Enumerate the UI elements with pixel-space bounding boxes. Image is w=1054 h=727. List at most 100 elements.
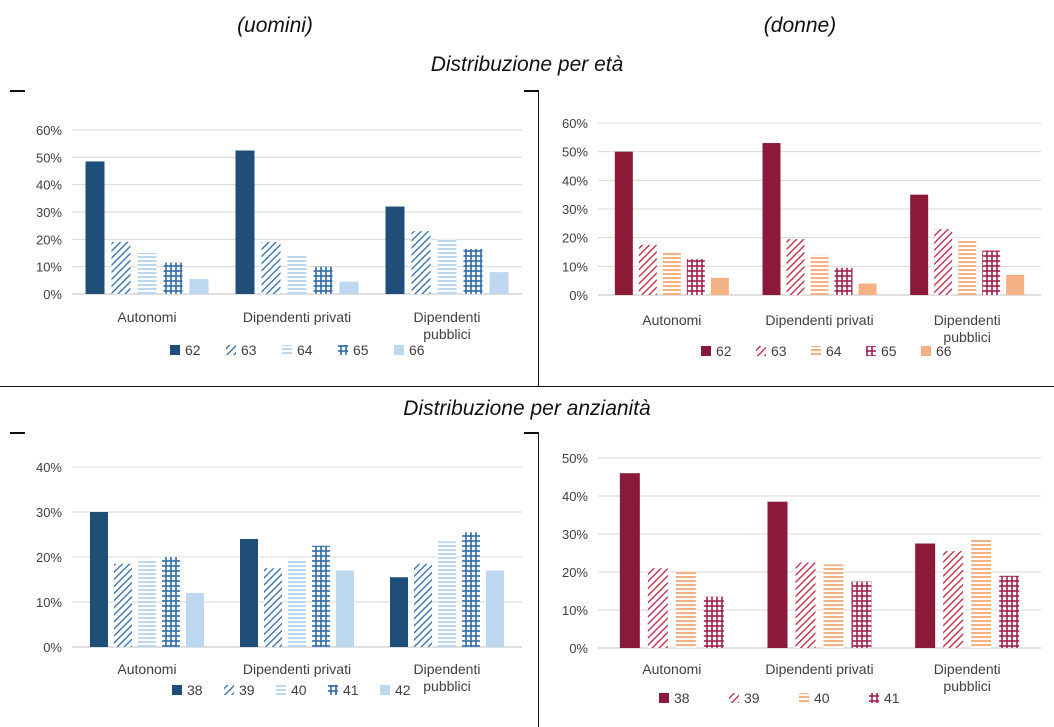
legend-label: 38 bbox=[187, 682, 203, 698]
legend-swatch bbox=[701, 346, 711, 356]
legend-swatch bbox=[756, 346, 766, 356]
y-tick-label: 0% bbox=[43, 287, 62, 302]
legend-swatch bbox=[869, 693, 879, 703]
bar-dipendenti-privati-63 bbox=[786, 239, 805, 295]
y-tick-label: 50% bbox=[562, 451, 588, 466]
seniority-section-title: Distribuzione per anzianità bbox=[403, 397, 651, 420]
legend-label: 40 bbox=[291, 682, 307, 698]
bar-dipendenti-pubblici-42 bbox=[486, 570, 504, 647]
bar-dipendenti-privati-66 bbox=[858, 283, 877, 295]
bar-dipendenti-pubblici-41 bbox=[462, 532, 480, 647]
bar-autonomi-39 bbox=[647, 568, 668, 648]
x-category-label: pubblici bbox=[943, 678, 990, 694]
legend-label: 65 bbox=[881, 343, 897, 359]
bar-autonomi-41 bbox=[162, 557, 180, 647]
bar-autonomi-64 bbox=[662, 252, 681, 295]
y-tick-label: 30% bbox=[562, 202, 588, 217]
bar-autonomi-64 bbox=[137, 253, 157, 294]
legend-label: 39 bbox=[744, 690, 760, 706]
bar-dipendenti-pubblici-66 bbox=[1006, 274, 1025, 295]
x-category-label: Autonomi bbox=[642, 312, 701, 328]
bar-dipendenti-pubblici-63 bbox=[934, 229, 953, 295]
legend-swatch bbox=[282, 345, 292, 355]
legend-label: 62 bbox=[716, 343, 732, 359]
bar-dipendenti-privati-42 bbox=[336, 570, 354, 647]
legend-label: 66 bbox=[936, 343, 952, 359]
legend-swatch bbox=[226, 345, 236, 355]
legend-label: 66 bbox=[409, 342, 425, 358]
chart-age-men: 0% 10% 20% 30% 40% 50% 60% Autonomi Dipendenti p… bbox=[36, 123, 522, 358]
bar-dipendenti-privati-64 bbox=[810, 254, 829, 295]
bar-dipendenti-pubblici-41 bbox=[999, 575, 1020, 648]
y-tick-label: 40% bbox=[562, 173, 588, 188]
chart-age-women: 0% 10% 20% 30% 40% 50% 60% Autonomi Dipendenti p… bbox=[562, 116, 1041, 359]
bar-autonomi-65 bbox=[163, 262, 183, 294]
x-category-label: pubblici bbox=[943, 329, 990, 345]
legend-swatch bbox=[380, 685, 390, 695]
bar-autonomi-63 bbox=[638, 244, 657, 295]
legend-swatch bbox=[866, 346, 876, 356]
y-tick-label: 30% bbox=[36, 205, 62, 220]
men-column-header: (uomini) bbox=[237, 14, 313, 37]
bar-dipendenti-privati-41 bbox=[851, 581, 872, 648]
y-tick-label: 20% bbox=[562, 565, 588, 580]
bar-dipendenti-privati-39 bbox=[795, 562, 816, 648]
bar-autonomi-41 bbox=[703, 596, 724, 648]
legend-label: 62 bbox=[185, 342, 201, 358]
bar-dipendenti-privati-38 bbox=[767, 501, 788, 648]
legend-label: 64 bbox=[826, 343, 842, 359]
women-column-header: (donne) bbox=[763, 14, 837, 37]
bar-autonomi-40 bbox=[138, 559, 156, 647]
y-tick-label: 40% bbox=[562, 489, 588, 504]
x-category-label: Dipendenti bbox=[414, 661, 481, 677]
x-category-label: Dipendenti bbox=[934, 312, 1001, 328]
y-tick-label: 50% bbox=[36, 150, 62, 165]
y-tick-label: 0% bbox=[569, 288, 588, 303]
legend-label: 40 bbox=[814, 690, 830, 706]
bar-dipendenti-pubblici-38 bbox=[915, 543, 936, 648]
legend-swatch bbox=[328, 685, 338, 695]
divider-vertical-bottom bbox=[538, 432, 539, 727]
bar-autonomi-66 bbox=[189, 278, 209, 294]
bar-autonomi-39 bbox=[114, 563, 132, 647]
bar-dipendenti-privati-39 bbox=[264, 568, 282, 647]
bar-dipendenti-pubblici-40 bbox=[971, 539, 992, 648]
bar-dipendenti-pubblici-66 bbox=[489, 272, 509, 294]
y-tick-label: 0% bbox=[569, 641, 588, 656]
bar-dipendenti-pubblici-63 bbox=[411, 231, 431, 294]
x-category-label: Dipendenti privati bbox=[765, 661, 873, 677]
bar-dipendenti-pubblici-65 bbox=[982, 250, 1001, 295]
bar-autonomi-66 bbox=[710, 277, 729, 295]
bar-autonomi-62 bbox=[85, 161, 105, 294]
divider-horizontal-middle bbox=[0, 386, 1054, 387]
y-tick-label: 10% bbox=[36, 260, 62, 275]
bar-dipendenti-pubblici-65 bbox=[463, 248, 483, 294]
legend-label: 64 bbox=[297, 342, 313, 358]
y-tick-label: 10% bbox=[562, 259, 588, 274]
y-tick-label: 60% bbox=[562, 116, 588, 131]
bar-dipendenti-pubblici-62 bbox=[385, 206, 405, 294]
bar-dipendenti-pubblici-64 bbox=[437, 239, 457, 294]
x-category-label: Dipendenti bbox=[414, 309, 481, 325]
bar-dipendenti-privati-64 bbox=[287, 255, 307, 294]
bar-dipendenti-pubblici-62 bbox=[910, 194, 929, 295]
bar-dipendenti-pubblici-38 bbox=[390, 577, 408, 647]
y-tick-label: 50% bbox=[562, 145, 588, 160]
x-category-label: pubblici bbox=[423, 326, 470, 342]
bar-dipendenti-privati-65 bbox=[834, 267, 853, 295]
bar-autonomi-65 bbox=[686, 259, 705, 295]
legend-swatch bbox=[170, 345, 180, 355]
legend-swatch bbox=[224, 685, 234, 695]
legend-swatch bbox=[729, 693, 739, 703]
legend-label: 42 bbox=[395, 682, 411, 698]
divider-mid-left-tick bbox=[10, 432, 25, 434]
x-category-label: Dipendenti privati bbox=[243, 309, 351, 325]
chart-seniority-men: 0% 10% 20% 30% 40% Autonomi Dipendenti privati… bbox=[36, 460, 522, 698]
legend-label: 41 bbox=[884, 690, 900, 706]
y-tick-label: 40% bbox=[36, 460, 62, 475]
legend-label: 65 bbox=[353, 342, 369, 358]
chart-seniority-women: 0% 10% 20% 30% 40% 50% Autonomi Dipendenti priv… bbox=[562, 451, 1041, 706]
bar-dipendenti-privati-63 bbox=[261, 242, 281, 294]
y-tick-label: 20% bbox=[562, 231, 588, 246]
bar-dipendenti-privati-40 bbox=[288, 559, 306, 647]
